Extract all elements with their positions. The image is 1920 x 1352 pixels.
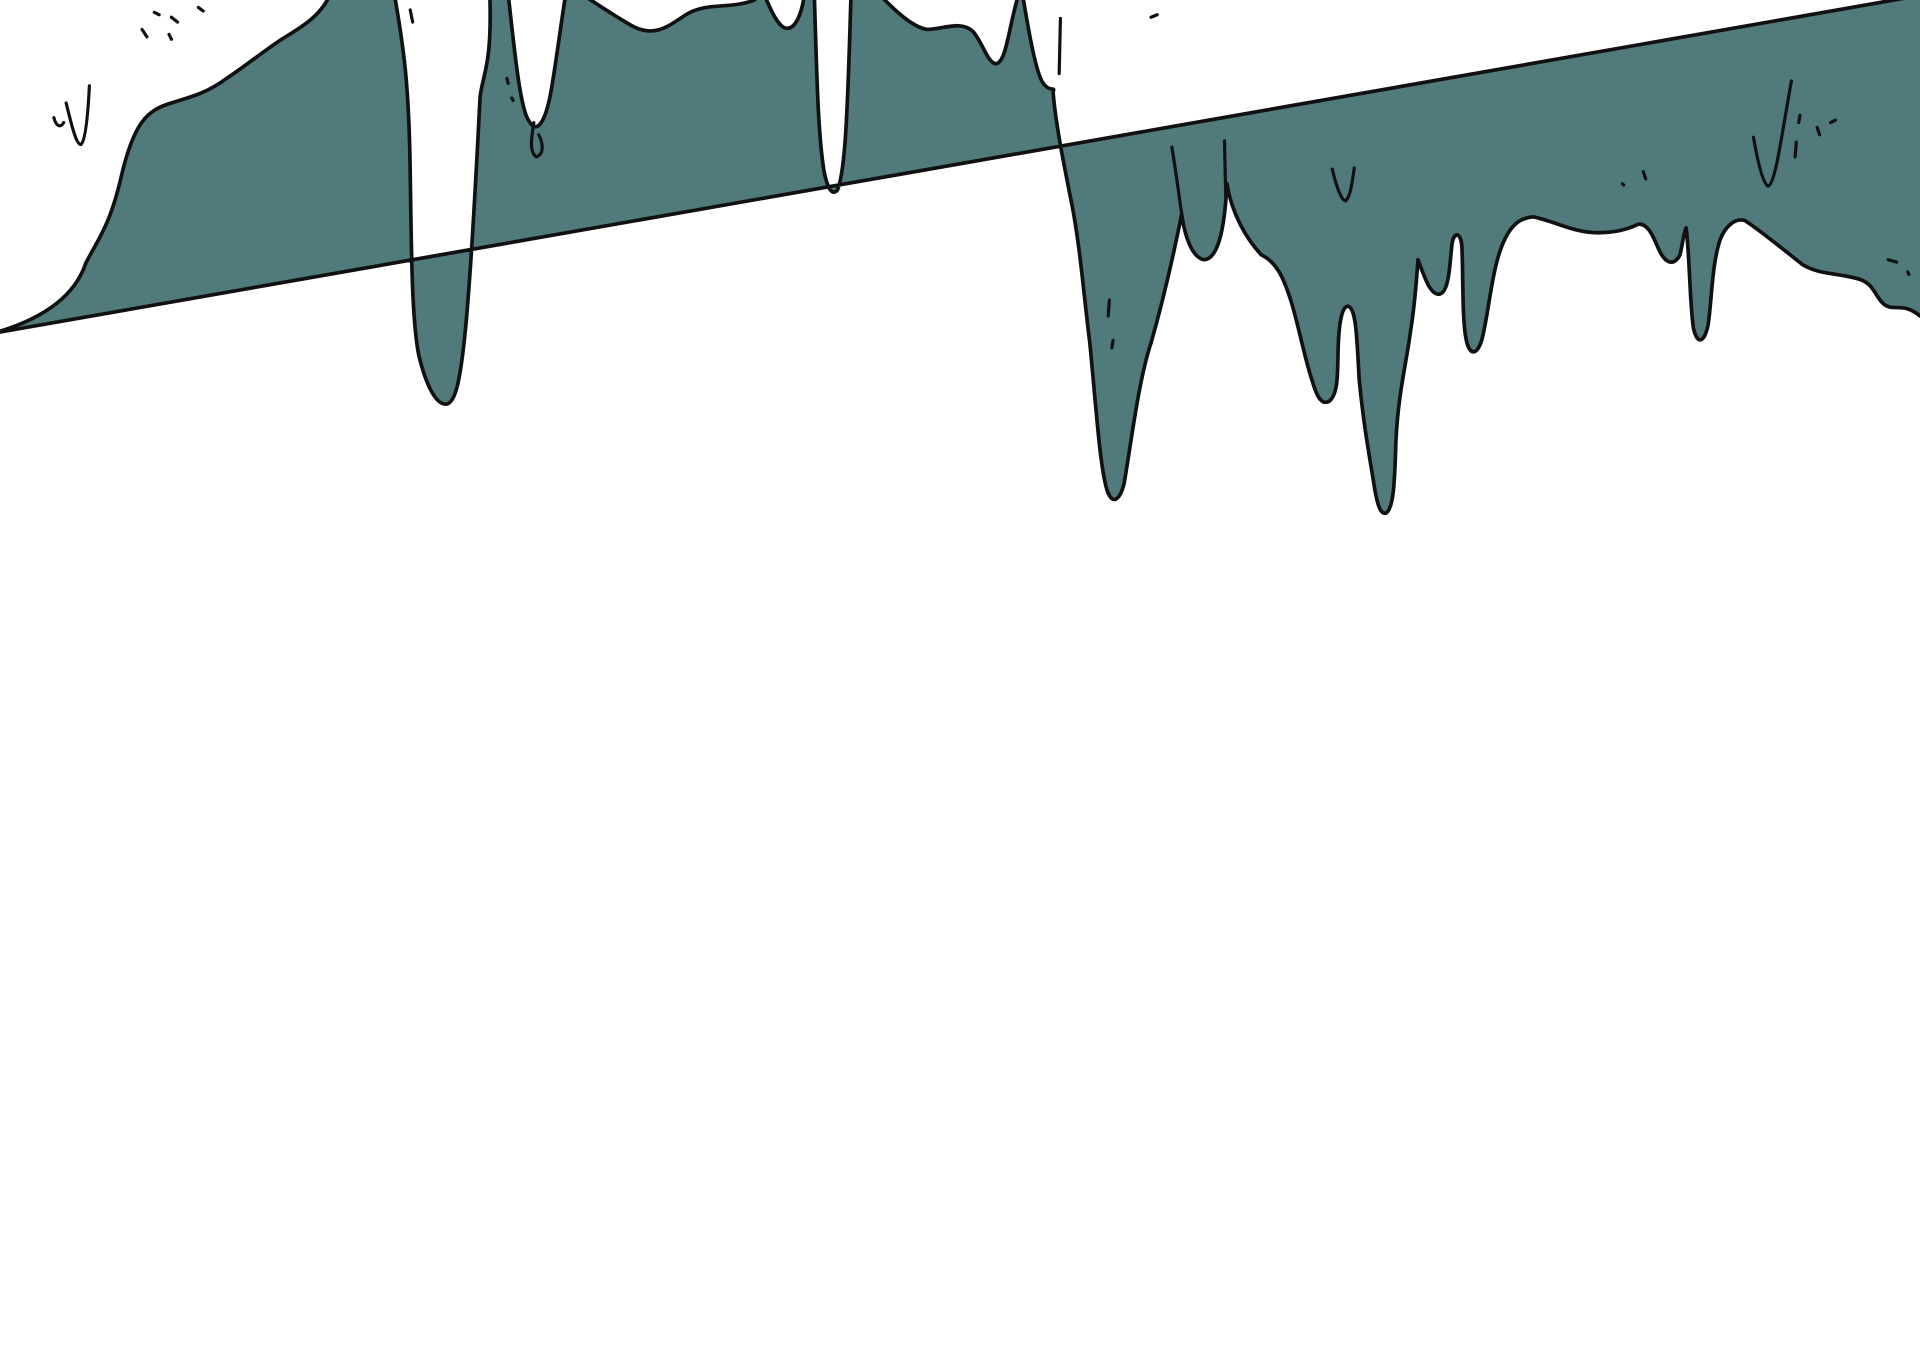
texture-mark xyxy=(1793,113,1838,159)
texture-mark xyxy=(1751,79,1794,188)
texture-mark xyxy=(1330,166,1356,203)
texture-mark xyxy=(529,120,544,159)
texture-mark xyxy=(1057,13,1228,223)
texture-mark xyxy=(1886,258,1911,276)
texture-marks xyxy=(52,5,1911,350)
texture-mark xyxy=(52,84,91,147)
texture-mark xyxy=(408,8,515,103)
texture-mark xyxy=(1106,298,1115,350)
texture-mark xyxy=(1620,169,1648,187)
slime-drips xyxy=(0,0,1920,516)
texture-mark xyxy=(140,5,205,41)
